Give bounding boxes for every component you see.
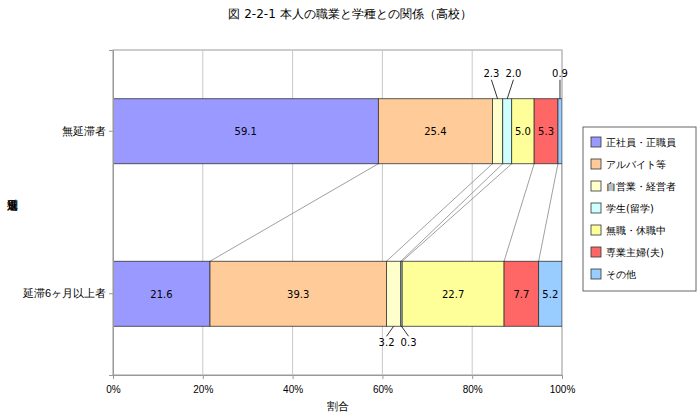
bar: [558, 99, 562, 164]
x-axis: 0% 20% 40% 60% 80% 100%: [106, 375, 575, 395]
data-label: 0.9: [552, 68, 568, 79]
leader-line: [387, 326, 394, 336]
series-line: [402, 164, 512, 262]
data-label: 39.3: [287, 289, 309, 300]
data-label: 3.2: [379, 337, 395, 348]
tick-mark: [109, 131, 113, 132]
data-label: 5.3: [538, 126, 554, 137]
tick-mark: [472, 375, 473, 379]
series-line: [504, 164, 534, 262]
series-line: [386, 164, 492, 262]
tick-mark: [109, 293, 113, 294]
tick: 40%: [283, 375, 303, 395]
legend-label: アルバイト等: [606, 159, 666, 170]
tick: 0%: [106, 375, 121, 395]
bar: [534, 99, 558, 164]
data-label: 0.3: [401, 337, 417, 348]
tick: 20%: [193, 375, 213, 395]
legend-label: 学生(留学): [606, 203, 654, 214]
tick-label: 80%: [463, 384, 483, 395]
bar: [503, 99, 512, 164]
data-label: 25.4: [424, 126, 446, 137]
legend-label: 自営業・経営者: [606, 181, 676, 192]
bar: [113, 261, 210, 326]
y-axis-title: 返還種別: [8, 199, 19, 211]
tick-mark: [203, 375, 204, 379]
bar: [210, 261, 386, 326]
bar: [512, 99, 534, 164]
leader-line: [559, 80, 560, 99]
leader-line: [401, 326, 408, 336]
tick-label: 無延滞者: [62, 125, 106, 137]
bar: [504, 261, 539, 326]
series-line: [562, 164, 563, 262]
legend-label: 正社員・正職員: [606, 137, 676, 148]
legend-label: 専業主婦(夫): [606, 247, 664, 258]
bar: [492, 99, 502, 164]
axis-line: [114, 376, 563, 380]
bar: [386, 261, 400, 326]
bar: [378, 99, 492, 164]
data-label: 2.0: [505, 68, 521, 79]
tick-label: 100%: [550, 384, 576, 395]
data-label: 5.0: [515, 126, 531, 137]
legend: 正社員・正職員アルバイト等自営業・経営者学生(留学) 無職・休職中専業主婦(夫) そ…: [583, 127, 696, 291]
bar: [539, 261, 562, 326]
data-label: 5.2: [542, 289, 558, 300]
tick-label: 40%: [283, 384, 303, 395]
x-axis-title: 割合: [327, 400, 349, 413]
axis-line: [109, 51, 114, 376]
legend-swatch: [591, 225, 601, 235]
legend-box: [583, 127, 696, 291]
chart: 図 2-2-1 本人の職業と学種との関係（高校） 59.1 25.4 5.0 5.3 2.…: [0, 0, 700, 420]
legend-label: 無職・休職中: [606, 225, 666, 236]
data-label: 21.6: [150, 289, 172, 300]
data-label: 7.7: [513, 289, 529, 300]
plot-frame: [113, 50, 562, 375]
legend-swatch: [591, 247, 601, 257]
tick: 60%: [373, 375, 393, 395]
data-labels: 59.1 25.4 5.0 5.3 2.3 2.0 0.9 21.6 39.3 22.7 7.7 5.…: [150, 68, 568, 349]
leader-line: [507, 80, 513, 99]
tick: 延滞6ヶ月以上者: [22, 287, 113, 299]
tick-label: 0%: [106, 384, 121, 395]
tick-mark: [382, 375, 383, 379]
tick-label: 20%: [193, 384, 213, 395]
series-line: [539, 164, 558, 262]
bars: [113, 99, 562, 327]
tick: 80%: [463, 375, 483, 395]
tick-mark: [293, 375, 294, 379]
legend-swatch: [591, 203, 601, 213]
legend-swatch: [591, 159, 601, 169]
data-label: 22.7: [442, 289, 464, 300]
tick-label: 60%: [373, 384, 393, 395]
y-axis: 無延滞者延滞6ヶ月以上者: [22, 51, 114, 376]
legend-swatch: [591, 269, 601, 279]
grid: [113, 50, 562, 375]
title: 図 2-2-1 本人の職業と学種との関係（高校）: [228, 7, 471, 21]
bar: [113, 99, 378, 164]
tick: 無延滞者: [62, 125, 113, 137]
leader-line: [491, 80, 497, 99]
legend-swatch: [591, 181, 601, 191]
tick-mark: [562, 375, 563, 379]
legend-label: その他: [606, 269, 636, 280]
series-line: [210, 164, 378, 262]
data-label: 2.3: [483, 68, 499, 79]
bar: [402, 261, 504, 326]
series-line: [401, 164, 503, 262]
data-label: 59.1: [235, 126, 257, 137]
legend-swatch: [591, 137, 601, 147]
tick-label: 延滞6ヶ月以上者: [22, 287, 106, 299]
tick: 100%: [550, 375, 576, 395]
